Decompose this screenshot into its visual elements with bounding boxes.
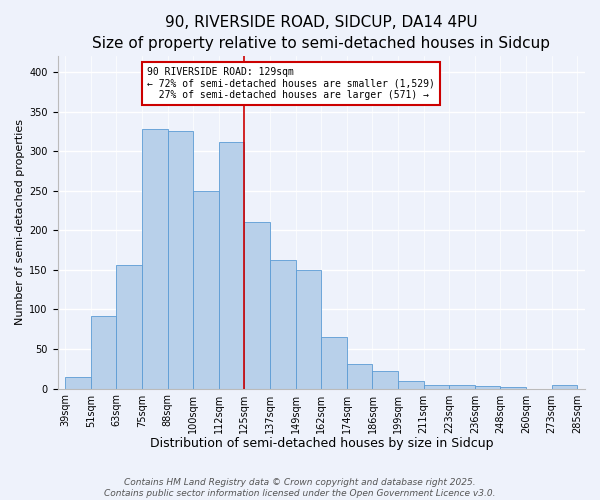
Bar (142, 129, 167, 388)
Bar (167, 132, 193, 388)
X-axis label: Distribution of semi-detached houses by size in Sidcup: Distribution of semi-detached houses by … (149, 437, 493, 450)
Bar (116, 265, 142, 388)
Bar (193, 191, 219, 388)
Bar (552, 386, 577, 388)
Bar (244, 222, 270, 388)
Text: Contains HM Land Registry data © Crown copyright and database right 2025.
Contai: Contains HM Land Registry data © Crown c… (104, 478, 496, 498)
Bar (270, 260, 296, 388)
Bar (449, 384, 475, 388)
Text: 90 RIVERSIDE ROAD: 129sqm
← 72% of semi-detached houses are smaller (1,529)
  27: 90 RIVERSIDE ROAD: 129sqm ← 72% of semi-… (147, 66, 435, 100)
Bar (65, 376, 91, 388)
Bar (91, 316, 116, 388)
Bar (321, 337, 347, 388)
Bar (373, 371, 398, 388)
Bar (475, 386, 500, 388)
Title: 90, RIVERSIDE ROAD, SIDCUP, DA14 4PU
Size of property relative to semi-detached : 90, RIVERSIDE ROAD, SIDCUP, DA14 4PU Siz… (92, 15, 550, 51)
Bar (398, 380, 424, 388)
Bar (500, 387, 526, 388)
Y-axis label: Number of semi-detached properties: Number of semi-detached properties (15, 120, 25, 326)
Bar (219, 142, 244, 388)
Bar (347, 364, 373, 388)
Bar (296, 270, 321, 388)
Bar (424, 384, 449, 388)
